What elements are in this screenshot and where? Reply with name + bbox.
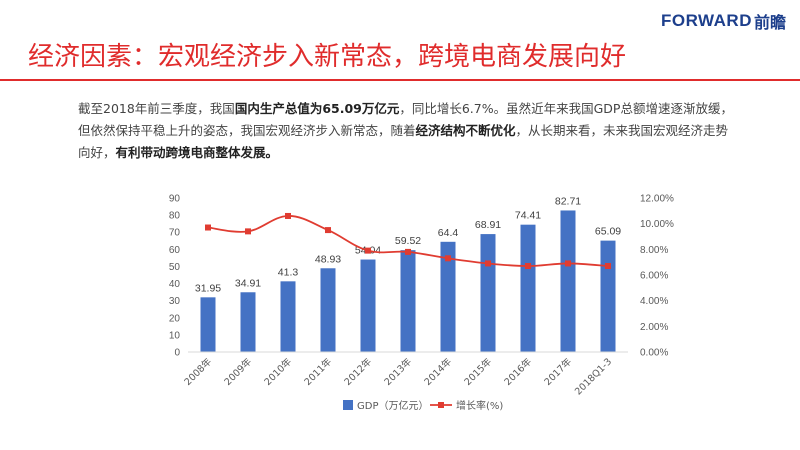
x-tick-label: 2014年 xyxy=(422,355,455,388)
paragraph-text-3: ，从长期来看，未来我国宏观经济走势向好， xyxy=(78,123,729,160)
growth-rate-point xyxy=(405,248,411,255)
left-tick-label: 30 xyxy=(169,296,181,307)
gdp-bar xyxy=(480,234,496,352)
x-tick-label: 2016年 xyxy=(502,355,535,388)
gdp-bar xyxy=(520,224,536,352)
left-tick-label: 80 xyxy=(169,211,181,222)
x-tick-label: 2017年 xyxy=(542,355,575,388)
bar-value-label: 34.91 xyxy=(235,277,261,289)
gdp-bar xyxy=(400,250,416,352)
bar-value-label: 48.93 xyxy=(315,253,341,265)
legend-swatch-gdp xyxy=(343,400,353,410)
x-tick-label: 2010年 xyxy=(262,355,295,388)
growth-rate-point xyxy=(485,260,491,267)
right-tick-label: 10.00% xyxy=(640,219,674,230)
logo-cn-text: 前瞻 xyxy=(753,13,786,32)
chart-legend: GDP（万亿元） 增长率(%) xyxy=(343,399,503,412)
x-tick-label: 2008年 xyxy=(182,355,215,388)
legend-label-gdp: GDP（万亿元） xyxy=(357,399,428,412)
right-tick-label: 4.00% xyxy=(640,296,668,307)
right-tick-label: 8.00% xyxy=(640,245,668,256)
growth-rate-point xyxy=(605,263,611,270)
bar-series xyxy=(200,210,616,352)
x-tick-label: 2013年 xyxy=(382,355,415,388)
gdp-bar xyxy=(560,210,576,352)
growth-rate-point xyxy=(565,260,571,267)
growth-rate-point xyxy=(285,212,291,219)
gdp-bar xyxy=(280,281,296,352)
title-underline xyxy=(0,79,800,81)
gdp-bar xyxy=(320,268,336,352)
left-tick-label: 60 xyxy=(169,245,181,256)
growth-rate-point xyxy=(245,228,251,235)
paragraph-bold-1: 国内生产总值为65.09万亿元 xyxy=(234,101,400,116)
gdp-bar xyxy=(240,292,256,352)
right-axis: 0.00% 2.00% 4.00% 6.00% 8.00% 10.00% 12.00% xyxy=(640,194,674,359)
x-tick-label: 2012年 xyxy=(342,355,375,388)
left-tick-label: 90 xyxy=(169,194,181,205)
growth-rate-point xyxy=(325,227,331,234)
left-tick-label: 10 xyxy=(169,330,181,341)
bar-value-label: 59.52 xyxy=(395,235,421,247)
growth-rate-point xyxy=(525,263,531,270)
growth-rate-point xyxy=(365,247,371,254)
paragraph-bold-3: 有利带动跨境电商整体发展。 xyxy=(115,145,279,160)
right-tick-label: 2.00% xyxy=(640,322,668,333)
left-tick-label: 0 xyxy=(174,348,180,359)
gdp-bar xyxy=(360,259,376,352)
bar-value-label: 41.3 xyxy=(278,266,299,278)
right-tick-label: 12.00% xyxy=(640,194,674,205)
x-tick-label: 2011年 xyxy=(302,355,335,388)
left-tick-label: 50 xyxy=(169,262,181,273)
brand-logo: FORWARD 前瞻 xyxy=(661,10,786,32)
line-series xyxy=(205,212,611,270)
x-tick-label: 2009年 xyxy=(222,355,255,388)
paragraph-text-1: 截至2018年前三季度，我国 xyxy=(78,101,235,116)
gdp-bar xyxy=(200,297,216,352)
left-tick-label: 40 xyxy=(169,279,181,290)
x-tick-label: 2015年 xyxy=(462,355,495,388)
logo-text: FORWARD xyxy=(660,11,752,30)
left-tick-label: 20 xyxy=(169,313,181,324)
bar-value-label: 31.95 xyxy=(195,282,221,294)
bar-value-label: 65.09 xyxy=(595,226,621,238)
bar-value-label: 68.91 xyxy=(475,219,501,231)
legend-label-rate: 增长率(%) xyxy=(456,399,503,412)
bar-value-label: 64.4 xyxy=(438,227,459,239)
bar-value-label: 74.41 xyxy=(515,210,541,222)
legend-swatch-rate-marker xyxy=(438,402,444,408)
summary-paragraph: 截至2018年前三季度，我国国内生产总值为65.09万亿元，同比增长6.7%。虽… xyxy=(78,98,738,164)
x-axis-labels: 2008年 2009年 2010年 2011年 2012年 2013年 2014年 2015年… xyxy=(182,355,614,397)
paragraph-bold-2: 经济结构不断优化 xyxy=(415,123,516,138)
left-tick-label: 70 xyxy=(169,228,181,239)
paragraph-text-2: ，同比增长6.7%。虽然近年来我国GDP总额增速逐渐放缓，但依然保持平稳上升的姿… xyxy=(78,101,733,138)
page-title: 经济因素：宏观经济步入新常态，跨境电商发展向好 xyxy=(28,42,627,72)
gdp-bar xyxy=(600,240,616,352)
growth-rate-point xyxy=(205,224,211,231)
growth-rate-point xyxy=(445,255,451,262)
bar-value-label: 82.71 xyxy=(555,195,581,207)
left-axis: 0 10 20 30 40 50 60 70 80 90 xyxy=(169,194,628,359)
right-tick-label: 6.00% xyxy=(640,271,668,282)
x-tick-label: 2018Q1-3 xyxy=(573,356,614,397)
gdp-bar xyxy=(440,241,456,352)
right-tick-label: 0.00% xyxy=(640,348,668,359)
